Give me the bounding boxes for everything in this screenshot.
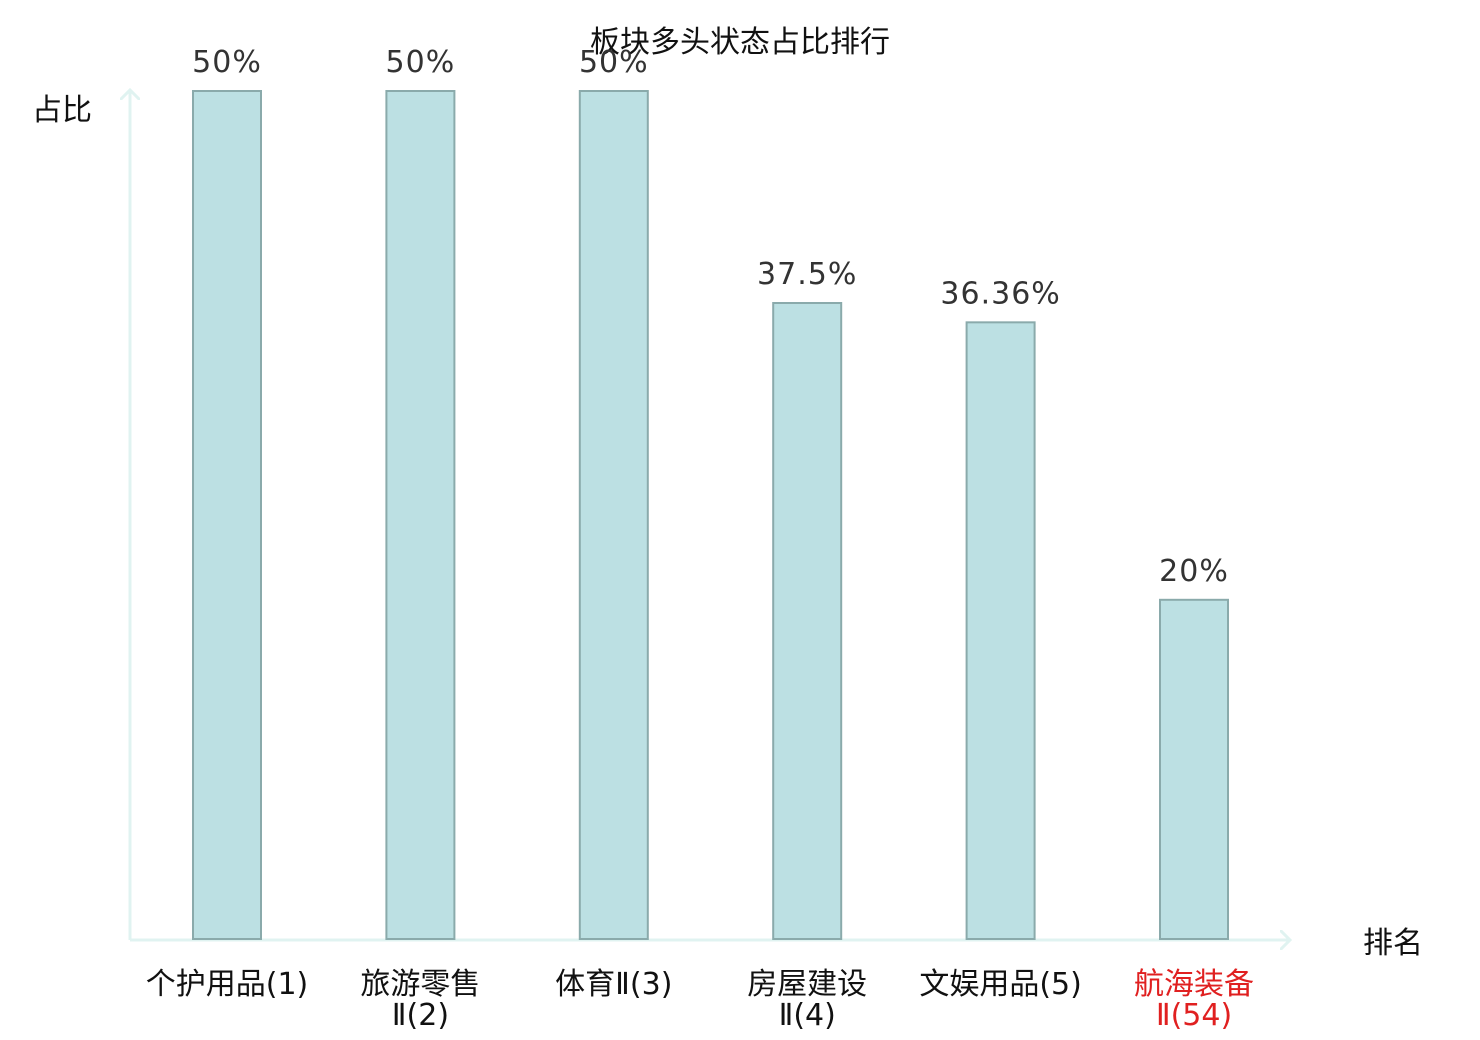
bar [965, 321, 1036, 940]
value-label: 50% [192, 45, 262, 80]
category-label: 航海装备 Ⅱ(54) [1134, 967, 1254, 1033]
bar [192, 90, 262, 940]
bar [578, 90, 649, 940]
category-label: 文娱用品(5) [919, 967, 1082, 1002]
category-label: 个护用品(1) [146, 967, 309, 1002]
category-label: 房屋建设 Ⅱ(4) [747, 967, 867, 1033]
value-label: 50% [579, 45, 649, 80]
category-label: 旅游零售 Ⅱ(2) [360, 967, 480, 1033]
y-axis-label: 占比 [32, 93, 92, 128]
value-label: 36.36% [940, 276, 1060, 311]
chart-title: 板块多头状态占比排行 [590, 25, 890, 60]
value-label: 50% [386, 45, 456, 80]
value-label: 37.5% [757, 257, 857, 292]
bar [1159, 598, 1229, 940]
bar [772, 302, 843, 940]
category-labels-group: 个护用品(1) 旅游零售 Ⅱ(2) 体育Ⅱ(3) 房屋建设 Ⅱ(4) 文娱用品(5) 航海装备… [146, 967, 1254, 1033]
bars-group [192, 90, 1229, 940]
bar [385, 90, 456, 940]
category-label: 体育Ⅱ(3) [555, 967, 672, 1002]
value-labels-group: 50% 50% 50% 37.5% 36.36% 20% [192, 45, 1229, 589]
value-label: 20% [1159, 554, 1229, 589]
x-axis-label: 排名 [1363, 926, 1423, 961]
